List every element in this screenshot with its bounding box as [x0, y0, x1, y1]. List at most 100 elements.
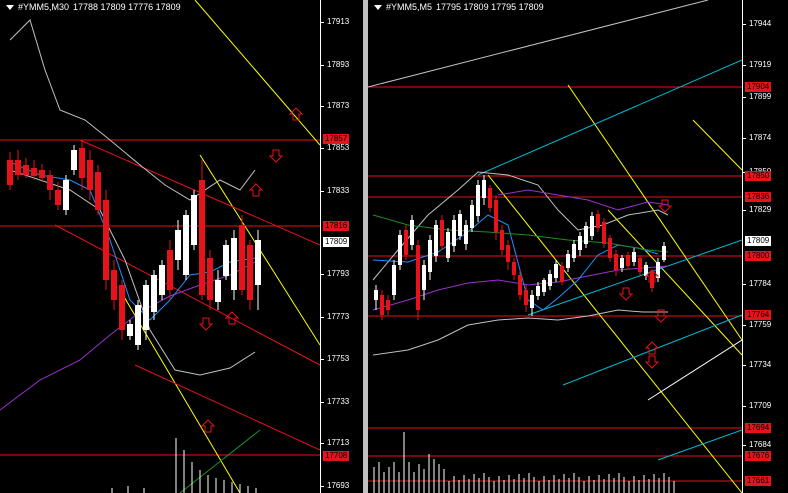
price-axis-tick: 17874: [742, 133, 772, 142]
bearish-candle: [512, 262, 516, 275]
right-chart-pane[interactable]: #YMM5,M5 17795 17809 17795 17809 17944 17…: [368, 0, 788, 493]
price-axis-tick: 17709: [742, 401, 772, 410]
current-price-tag: 17809: [745, 236, 772, 246]
fractal-down-arrow-icon: [653, 309, 669, 323]
right-chart-title: #YMM5,M5 17795 17809 17795 17809: [374, 2, 544, 12]
right-price-axis[interactable]: 17944 17919 17899 17874 17850 17829 17784 17759…: [742, 0, 788, 493]
bullish-candle: [584, 226, 588, 244]
moving-average-line: [497, 189, 669, 211]
bearish-candle: [500, 230, 504, 250]
bullish-candle: [554, 264, 558, 278]
left-chart-symbol: #YMM5,M30: [18, 2, 70, 12]
bullish-candle: [143, 285, 149, 330]
bullish-candle: [530, 295, 534, 308]
left-chart-ohlc: 17788 17809 17776 17809: [73, 2, 181, 12]
bullish-candle: [223, 245, 229, 276]
price-axis-tick: 17829: [742, 205, 772, 214]
green-trend-line: [179, 429, 261, 493]
bullish-candle: [255, 240, 261, 285]
price-axis-tick: 17759: [742, 320, 772, 329]
bearish-candle: [23, 165, 29, 175]
bearish-candle: [247, 245, 253, 300]
right-chart-ohlc: 17795 17809 17795 17809: [436, 2, 544, 12]
bearish-candle: [416, 245, 420, 310]
bullish-candle: [632, 252, 636, 262]
cyan-channel-line: [657, 429, 742, 461]
cyan-channel-line: [477, 59, 742, 176]
bearish-candle: [167, 250, 173, 290]
price-axis-tick: 17733: [320, 397, 350, 406]
bearish-candle: [380, 295, 384, 315]
dropdown-triangle-icon[interactable]: [6, 4, 14, 10]
bullish-candle: [135, 305, 141, 345]
bearish-candle: [207, 258, 213, 300]
bearish-candle: [440, 220, 444, 246]
dropdown-triangle-icon[interactable]: [374, 4, 382, 10]
price-axis-tick: 17944: [742, 19, 772, 28]
moving-average-line: [372, 214, 669, 253]
pane-divider[interactable]: [363, 0, 368, 493]
bearish-candle: [404, 230, 408, 255]
moving-average-line: [372, 214, 659, 311]
price-axis-tick: 17833: [320, 186, 350, 195]
bullish-candle: [422, 265, 426, 290]
bearish-candle: [488, 188, 492, 208]
price-axis-tick: 17693: [320, 481, 350, 490]
price-axis-tick: 17684: [742, 440, 772, 449]
bullish-candle: [63, 180, 69, 210]
left-price-axis[interactable]: 17913 17893 17873 17853 17833 17793 17773 17753…: [320, 0, 363, 493]
bearish-candle: [638, 258, 642, 272]
bullish-candle: [428, 240, 432, 272]
bullish-candle: [434, 225, 438, 256]
yellow-trend-line: [692, 119, 742, 171]
bollinger-lower-band: [372, 309, 668, 356]
yellow-trend-line: [607, 209, 742, 356]
bullish-candle: [231, 238, 237, 290]
right-chart-plot[interactable]: [368, 0, 742, 493]
bearish-candle: [119, 285, 125, 330]
level-price-tag: 17800: [745, 251, 772, 261]
bullish-candle: [566, 254, 570, 268]
bullish-candle: [620, 258, 624, 268]
fractal-up-arrow-icon: [200, 419, 216, 433]
bullish-candle: [578, 236, 582, 250]
bearish-candle: [31, 168, 37, 176]
bullish-candle: [191, 195, 197, 245]
bearish-candle: [7, 160, 13, 185]
bullish-candle: [452, 220, 456, 246]
white-trend-line: [647, 339, 742, 401]
bearish-candle: [560, 266, 564, 282]
bearish-candle: [602, 222, 606, 244]
bullish-candle: [410, 220, 414, 245]
bullish-candle: [215, 280, 221, 302]
price-axis-tick: 17753: [320, 354, 350, 363]
bearish-candle: [650, 272, 654, 288]
left-chart-pane[interactable]: #YMM5,M30 17788 17809 17776 17809 17913 1…: [0, 0, 363, 493]
fractal-up-arrow-icon: [644, 269, 660, 283]
bearish-candle: [614, 254, 618, 270]
bearish-candle: [506, 245, 510, 262]
fractal-up-arrow-icon: [224, 311, 240, 325]
bearish-candle: [199, 180, 205, 295]
bearish-candle: [626, 255, 630, 266]
bullish-candle: [662, 246, 666, 260]
left-chart-plot[interactable]: [0, 0, 320, 493]
fractal-down-arrow-icon: [657, 199, 673, 213]
bullish-candle: [398, 235, 402, 265]
bullish-candle: [572, 244, 576, 258]
yellow-trend-line: [487, 174, 742, 493]
bearish-candle: [95, 172, 101, 210]
price-axis-tick: 17899: [742, 92, 772, 101]
red-channel-line: [54, 224, 320, 366]
level-price-tag: 17904: [745, 82, 772, 92]
bullish-candle: [127, 324, 133, 336]
bullish-candle: [175, 230, 181, 260]
bearish-candle: [87, 160, 93, 190]
bullish-candle: [392, 265, 396, 295]
cyan-channel-line: [562, 314, 742, 386]
bullish-candle: [536, 286, 540, 296]
bollinger-upper-band: [9, 19, 256, 201]
fractal-up-arrow-icon: [288, 107, 304, 121]
bullish-candle: [590, 216, 594, 236]
level-price-tag: 17661: [745, 476, 772, 486]
